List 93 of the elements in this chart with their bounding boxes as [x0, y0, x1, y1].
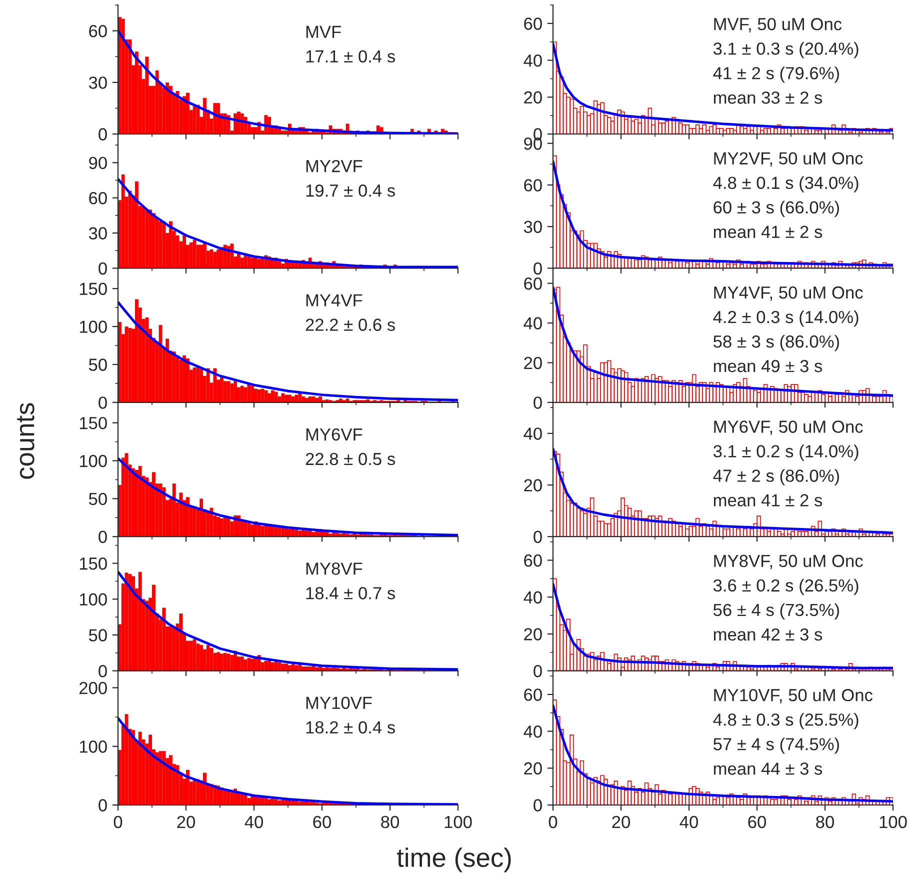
y-tick-label: 0 [98, 664, 107, 678]
annotation: 3.1 ± 0.2 s (14.0%) [713, 444, 858, 461]
annotation: 3.6 ± 0.2 s (26.5%) [713, 578, 858, 596]
y-tick-label: 50 [88, 492, 107, 506]
annotation: MY8VF, 50 uM Onc [714, 554, 863, 570]
y-tick-label: 90 [89, 156, 107, 170]
y-tick-label: 40 [524, 591, 542, 604]
annotation: MVF [306, 26, 341, 38]
y-tick-label: 40 [524, 725, 542, 738]
x-tick-label: 20 [612, 816, 630, 828]
annotation: MY6VF [306, 428, 362, 441]
y-tick-label: 60 [524, 277, 542, 290]
y-tick-label: 20 [524, 356, 542, 370]
y-tick-label: 30 [524, 220, 542, 234]
annotation: 19.7 ± 0.4 s [306, 184, 395, 197]
y-tick-label: 60 [524, 18, 542, 30]
annotation: mean 44 ± 3 s [714, 762, 822, 775]
y-tick-label: 0 [534, 396, 542, 409]
x-tick-label: 100 [880, 816, 907, 828]
annotation: 56 ± 4 s (73.5%) [713, 603, 839, 620]
y-tick-label: 60 [89, 24, 107, 38]
y-tick-label: 40 [524, 54, 542, 67]
y-tick-label: 150 [80, 557, 107, 570]
y-tick-label: 20 [524, 762, 542, 775]
x-tick-label: 0 [548, 816, 558, 828]
y-axis-title: counts [17, 403, 34, 479]
y-tick-label: 60 [524, 179, 542, 192]
annotation: 17.1 ± 0.4 s [306, 50, 395, 63]
y-tick-label: 0 [534, 530, 542, 544]
annotation: 41 ± 2 s (79.6%) [713, 66, 839, 83]
annotation: 58 ± 3 s (86.0%) [713, 334, 839, 352]
y-tick-label: 50 [88, 358, 107, 371]
annotation: mean 41 ± 2 s [714, 226, 822, 238]
y-tick-label: 0 [98, 530, 107, 544]
y-tick-label: 0 [98, 128, 107, 140]
y-tick-label: 30 [88, 227, 107, 240]
y-tick-label: 0 [98, 799, 107, 812]
annotation: MY4VF [306, 294, 362, 306]
y-tick-label: 50 [88, 629, 107, 642]
x-tick-label: 20 [177, 816, 195, 828]
x-tick-label: 40 [244, 816, 263, 828]
y-tick-label: 0 [98, 396, 107, 409]
y-tick-label: 0 [534, 664, 542, 678]
annotation: 57 ± 4 s (74.5%) [713, 738, 839, 754]
y-tick-label: 40 [524, 428, 542, 440]
annotation: mean 49 ± 3 s [714, 360, 822, 372]
annotation: MY2VF, 50 uM Onc [714, 152, 863, 167]
x-tick-label: 80 [381, 816, 399, 828]
annotation: 60 ± 3 s (66.0%) [714, 200, 839, 217]
annotation: 4.8 ± 0.3 s (25.5%) [713, 713, 858, 730]
y-tick-label: 100 [80, 740, 107, 753]
annotation: mean 33 ± 2 s [714, 92, 822, 104]
annotation: 18.2 ± 0.4 s [306, 721, 395, 734]
annotation: MVF, 50 uM Onc [714, 18, 842, 32]
y-tick-label: 0 [98, 262, 107, 275]
annotation: 22.8 ± 0.5 s [306, 452, 395, 466]
y-tick-label: 20 [524, 479, 542, 492]
y-tick-label: 60 [524, 688, 542, 701]
x-tick-label: 100 [444, 816, 472, 828]
annotation: 4.8 ± 0.1 s (34.0%) [713, 176, 858, 192]
annotation: MY2VF [306, 160, 362, 172]
y-tick-label: 0 [534, 799, 542, 812]
y-tick-label: 100 [80, 593, 107, 606]
annotation: mean 42 ± 3 s [714, 628, 822, 641]
x-tick-label: 60 [748, 816, 766, 828]
annotation: 4.2 ± 0.3 s (14.0%) [713, 310, 858, 327]
y-tick-label: 60 [89, 192, 107, 204]
x-tick-label: 40 [680, 816, 698, 828]
y-tick-label: 150 [80, 282, 107, 296]
y-tick-label: 0 [534, 262, 542, 275]
x-axis-title: time (sec) [396, 848, 511, 872]
annotation: MY4VF, 50 uM Onc [714, 286, 863, 301]
x-tick-label: 80 [816, 816, 834, 828]
annotation: MY10VF [306, 696, 372, 710]
x-tick-label: 0 [114, 816, 122, 828]
annotation: 3.1 ± 0.3 s (20.4%) [713, 42, 858, 58]
annotation: mean 41 ± 2 s [714, 494, 822, 506]
y-tick-label: 40 [524, 317, 542, 330]
annotation: MY8VF [306, 562, 362, 575]
annotation: MY6VF, 50 uM Onc [714, 420, 863, 435]
x-tick-label: 60 [313, 816, 331, 828]
y-tick-label: 20 [524, 91, 542, 104]
y-tick-label: 100 [80, 454, 107, 468]
annotation: 18.4 ± 0.7 s [306, 587, 395, 600]
annotation: 47 ± 2 s (86.0%) [713, 469, 839, 486]
y-tick-label: 30 [88, 76, 107, 89]
y-tick-label: 20 [524, 628, 542, 640]
annotation: 22.2 ± 0.6 s [306, 318, 395, 331]
y-tick-label: 100 [80, 320, 107, 333]
y-tick-label: 150 [80, 416, 107, 430]
y-tick-label: 60 [524, 554, 542, 567]
annotation: MY10VF, 50 uM Onc [714, 689, 873, 704]
y-tick-label: 200 [79, 682, 107, 694]
